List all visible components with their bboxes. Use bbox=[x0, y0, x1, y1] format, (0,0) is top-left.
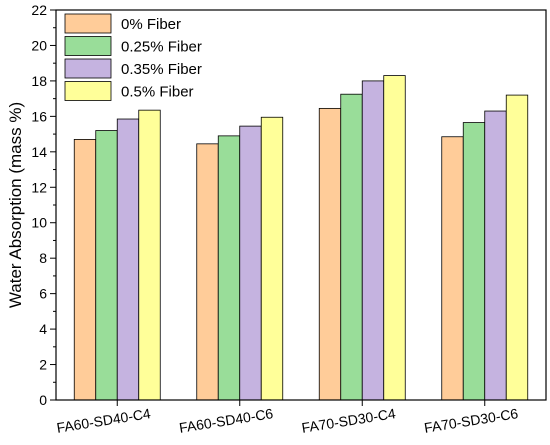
x-axis: FA60-SD40-C4 FA60-SD40-C6 FA70-SD30-C4 FA70… bbox=[55, 400, 519, 436]
x-tick-label: FA60-SD40-C4 bbox=[55, 405, 151, 436]
bar bbox=[217, 135, 241, 401]
legend-swatch bbox=[64, 13, 112, 34]
y-tick-label: 14 bbox=[31, 144, 47, 160]
x-tick-label: FA70-SD30-C6 bbox=[423, 405, 519, 436]
bar bbox=[239, 125, 262, 401]
legend-swatch bbox=[64, 81, 112, 101]
y-tick-label: 12 bbox=[31, 179, 47, 195]
bar bbox=[505, 94, 529, 401]
bar bbox=[318, 107, 342, 401]
y-tick-label: 20 bbox=[31, 37, 47, 53]
legend-swatch bbox=[64, 36, 112, 56]
legend-swatch bbox=[64, 58, 112, 79]
bar bbox=[95, 130, 118, 401]
y-axis: 0 2 4 6 8 10 12 14 16 18 20 22 bbox=[31, 2, 56, 408]
bar bbox=[383, 75, 406, 401]
bar bbox=[138, 109, 161, 401]
x-tick-label: FA70-SD30-C4 bbox=[300, 405, 396, 436]
legend-label: 0% Fiber bbox=[121, 16, 181, 33]
bar bbox=[260, 116, 284, 401]
y-tick-label: 16 bbox=[31, 108, 47, 124]
bars-group bbox=[73, 75, 529, 401]
y-tick-label: 10 bbox=[31, 215, 47, 231]
y-tick-label: 6 bbox=[39, 286, 47, 302]
y-tick-label: 22 bbox=[31, 2, 47, 18]
bar bbox=[196, 143, 219, 401]
y-tick-label: 8 bbox=[39, 250, 47, 266]
bar bbox=[116, 118, 140, 401]
y-tick-label: 0 bbox=[39, 392, 47, 408]
x-tick-label: FA60-SD40-C6 bbox=[178, 405, 274, 436]
bar bbox=[484, 110, 507, 401]
legend-label: 0.25% Fiber bbox=[121, 39, 202, 56]
y-tick-label: 2 bbox=[39, 357, 47, 373]
legend-label: 0.35% Fiber bbox=[121, 61, 202, 78]
bar bbox=[361, 80, 385, 401]
y-tick-label: 18 bbox=[31, 73, 47, 89]
bar bbox=[73, 139, 97, 401]
bar bbox=[340, 93, 363, 401]
bar bbox=[441, 136, 464, 401]
legend: 0% Fiber 0.25% Fiber 0.35% Fiber 0.5% Fiber bbox=[64, 13, 202, 101]
bar bbox=[462, 122, 486, 401]
legend-label: 0.5% Fiber bbox=[121, 84, 194, 101]
y-axis-label: Water Absorption (mass %) bbox=[6, 102, 25, 308]
y-tick-label: 4 bbox=[39, 321, 47, 337]
